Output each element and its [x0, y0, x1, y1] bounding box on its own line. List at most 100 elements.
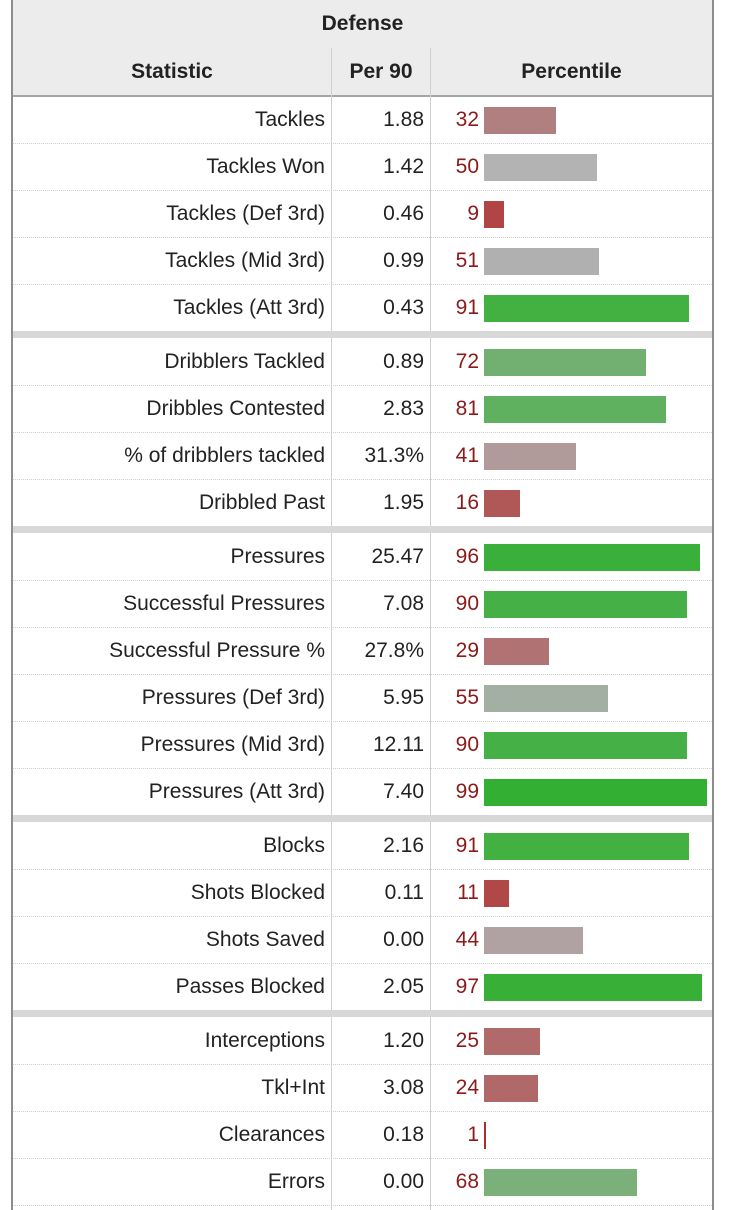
percentile-value: 51: [455, 249, 479, 272]
percentile-bar: [484, 591, 687, 618]
stat-name: Tackles (Def 3rd): [166, 202, 325, 225]
table-row: Shots Blocked 0.11 11: [13, 870, 712, 917]
percentile-bar: [484, 295, 689, 322]
percentile-value: 16: [455, 491, 479, 514]
per90-value: 1.95: [383, 491, 424, 514]
percentile-bar: [484, 349, 646, 376]
stat-name: Tackles (Att 3rd): [173, 296, 325, 319]
percentile-bar: [484, 927, 583, 954]
percentile-bar: [484, 154, 597, 181]
stat-name: Pressures (Mid 3rd): [140, 733, 325, 756]
percentile-value: 11: [457, 881, 479, 904]
stat-name: Pressures: [230, 545, 325, 568]
table-row: Tkl+Int 3.08 24: [13, 1065, 712, 1112]
table-row: Tackles (Mid 3rd) 0.99 51: [13, 238, 712, 285]
stat-name: Pressures (Att 3rd): [148, 780, 325, 803]
table-row: Successful Pressure % 27.8% 29: [13, 628, 712, 675]
percentile-value: 55: [455, 686, 479, 709]
stat-name: Blocks: [263, 834, 325, 857]
percentile-value: 1: [467, 1123, 479, 1146]
per90-value: 7.40: [383, 780, 424, 803]
column-divider: [331, 48, 332, 1210]
per90-value: 0.00: [383, 1170, 424, 1193]
group-separator: [13, 526, 712, 533]
group-separator: [13, 815, 712, 822]
per90-value: 0.18: [383, 1123, 424, 1146]
table-row: % of dribblers tackled 31.3% 41: [13, 433, 712, 480]
percentile-value: 25: [455, 1029, 479, 1052]
table-title: Defense: [13, 0, 712, 50]
stat-name: Dribbled Past: [198, 491, 325, 514]
header-per90[interactable]: Per 90: [349, 59, 413, 83]
percentile-value: 44: [455, 928, 479, 951]
per90-value: 5.95: [383, 686, 424, 709]
per90-value: 0.46: [383, 202, 424, 225]
table-row: Dribbled Past 1.95 16: [13, 480, 712, 527]
per90-value: 2.05: [383, 975, 424, 998]
per90-value: 0.99: [383, 249, 424, 272]
per90-value: 1.42: [383, 155, 424, 178]
table-row: Blocks 2.16 91: [13, 823, 712, 870]
table-row: Pressures 25.47 96: [13, 534, 712, 581]
percentile-bar: [484, 201, 504, 228]
percentile-bar: [484, 779, 707, 806]
percentile-bar: [484, 490, 520, 517]
stat-name: Tackles Won: [206, 155, 325, 178]
percentile-bar: [484, 974, 702, 1001]
percentile-bar: [484, 443, 576, 470]
table-row: Errors 0.00 68: [13, 1159, 712, 1206]
percentile-value: 24: [455, 1076, 479, 1099]
percentile-value: 99: [455, 780, 479, 803]
percentile-value: 72: [455, 350, 479, 373]
group-separator: [13, 1010, 712, 1017]
per90-value: 3.08: [383, 1076, 424, 1099]
per90-value: 2.16: [383, 834, 424, 857]
percentile-value: 9: [467, 202, 479, 225]
percentile-value: 90: [455, 592, 479, 615]
percentile-value: 32: [455, 108, 479, 131]
per90-value: 0.11: [384, 881, 424, 904]
table-row: Tackles (Def 3rd) 0.46 9: [13, 191, 712, 238]
percentile-bar: [484, 396, 666, 423]
table-row: Dribblers Tackled 0.89 72: [13, 339, 712, 386]
stat-name: Interceptions: [204, 1029, 325, 1052]
table-row: Passes Blocked 2.05 97: [13, 964, 712, 1011]
stat-name: % of dribblers tackled: [124, 444, 325, 467]
percentile-value: 97: [455, 975, 479, 998]
per90-value: 0.00: [383, 928, 424, 951]
per90-value: 27.8%: [364, 639, 424, 662]
table-row: Pressures (Def 3rd) 5.95 55: [13, 675, 712, 722]
percentile-bar: [484, 1075, 538, 1102]
table-row: Pressures (Att 3rd) 7.40 99: [13, 769, 712, 816]
stat-name: Successful Pressure %: [109, 639, 325, 662]
table-row: Tackles 1.88 32: [13, 97, 712, 144]
percentile-bar: [484, 833, 689, 860]
per90-value: 25.47: [371, 545, 424, 568]
percentile-value: 50: [455, 155, 479, 178]
header-statistic[interactable]: Statistic: [131, 59, 213, 83]
stat-name: Passes Blocked: [175, 975, 325, 998]
table-row: Clearances 0.18 1: [13, 1112, 712, 1159]
table-row: Interceptions 1.20 25: [13, 1018, 712, 1065]
table-row: Tackles (Att 3rd) 0.43 91: [13, 285, 712, 332]
per90-value: 1.88: [383, 108, 424, 131]
percentile-value: 68: [455, 1170, 479, 1193]
stat-name: Clearances: [218, 1123, 325, 1146]
stat-name: Dribblers Tackled: [164, 350, 325, 373]
percentile-bar: [484, 685, 608, 712]
defense-stats-table: Defense Statistic Per 90 Percentile Tack…: [11, 0, 714, 1210]
percentile-bar: [484, 107, 556, 134]
percentile-bar: [484, 638, 549, 665]
per90-value: 1.20: [383, 1029, 424, 1052]
stat-name: Tackles: [254, 108, 325, 131]
per90-value: 31.3%: [364, 444, 424, 467]
percentile-bar: [484, 248, 599, 275]
percentile-value: 90: [455, 733, 479, 756]
stat-name: Errors: [267, 1170, 325, 1193]
header-percentile[interactable]: Percentile: [521, 59, 622, 83]
percentile-bar: [484, 1169, 637, 1196]
column-divider: [430, 48, 431, 1210]
percentile-bar: [484, 1122, 486, 1149]
table-row: Tackles Won 1.42 50: [13, 144, 712, 191]
table-row: Shots Saved 0.00 44: [13, 917, 712, 964]
